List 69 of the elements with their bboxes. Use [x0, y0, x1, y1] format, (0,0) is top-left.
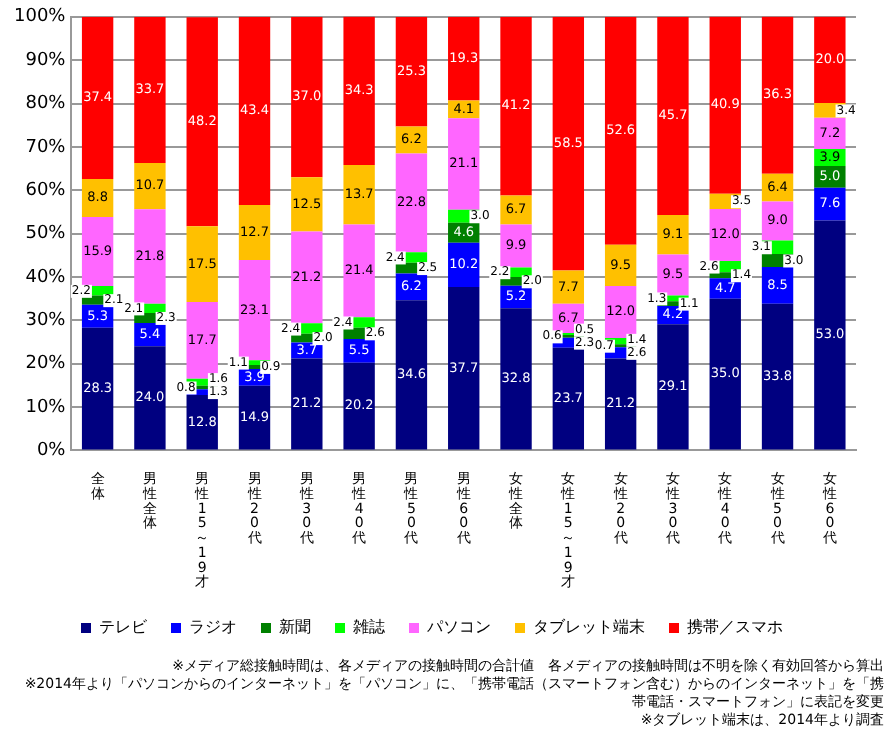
bar — [657, 214, 689, 255]
bar — [761, 16, 794, 174]
legend-label: タブレット端末 — [533, 618, 645, 637]
bar — [500, 224, 532, 268]
y-tick-label: 70% — [25, 137, 67, 158]
bar — [814, 117, 846, 150]
bar — [448, 16, 480, 101]
bar — [291, 16, 323, 178]
bar — [814, 220, 846, 450]
bar — [604, 16, 637, 245]
y-tick-label: 60% — [25, 180, 67, 201]
bar — [604, 244, 637, 287]
bar — [657, 324, 689, 450]
legend-label: ラジオ — [189, 618, 237, 637]
bar — [448, 286, 480, 450]
bar — [134, 162, 166, 210]
bar — [81, 217, 114, 287]
bar — [291, 177, 323, 232]
bar — [709, 208, 741, 261]
bar — [814, 187, 846, 221]
bar — [657, 254, 689, 296]
y-tick-label: 20% — [25, 354, 67, 375]
bar — [552, 16, 585, 271]
bar — [500, 195, 532, 225]
bar — [238, 16, 271, 205]
bar — [238, 260, 271, 361]
bar — [395, 16, 428, 127]
bar — [657, 16, 689, 215]
y-tick-label: 30% — [25, 311, 67, 332]
legend-label: パソコン — [425, 618, 491, 637]
bar — [343, 165, 375, 225]
bar — [761, 201, 794, 241]
bar — [395, 300, 428, 450]
bar — [552, 270, 585, 304]
legend-label: 携帯／スマホ — [687, 618, 783, 637]
y-tick-label: 0% — [36, 441, 67, 462]
bar — [134, 209, 166, 304]
bar — [134, 346, 166, 450]
legend-label: テレビ — [99, 618, 149, 637]
bar — [238, 385, 271, 450]
legend-label: 新聞 — [279, 618, 311, 637]
y-tick-label: 40% — [25, 267, 67, 288]
y-tick-label: 100% — [13, 7, 67, 28]
bar — [186, 17, 218, 227]
bar — [552, 347, 585, 450]
legend-label: 雑誌 — [353, 618, 385, 637]
bar — [814, 16, 846, 104]
bar — [291, 231, 323, 324]
bar — [500, 308, 532, 450]
bar — [186, 226, 218, 303]
y-tick-label: 10% — [25, 397, 67, 418]
bar — [709, 298, 741, 450]
bar — [291, 358, 323, 450]
bar — [134, 16, 166, 163]
bar — [343, 224, 375, 318]
bar — [81, 16, 114, 179]
y-tick-label: 50% — [25, 224, 67, 245]
bar — [761, 303, 794, 450]
bar — [448, 118, 480, 210]
bar — [604, 358, 637, 450]
bar — [81, 327, 114, 450]
bar — [238, 204, 271, 261]
bar — [343, 362, 375, 450]
bar — [395, 153, 428, 253]
y-tick-label: 90% — [25, 50, 67, 71]
bar — [500, 16, 532, 196]
bar — [343, 16, 375, 166]
y-tick-label: 80% — [25, 94, 67, 115]
bar — [709, 16, 741, 194]
